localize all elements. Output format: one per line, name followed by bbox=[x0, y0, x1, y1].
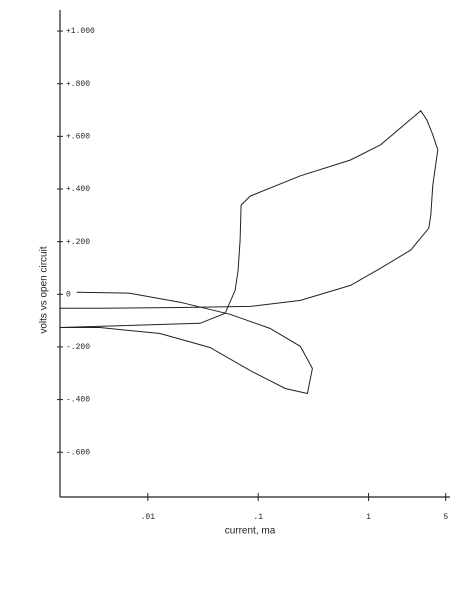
y-tick-label: +.600 bbox=[66, 132, 90, 141]
y-tick-label: -.400 bbox=[66, 396, 90, 405]
y-tick-label: -.200 bbox=[66, 343, 90, 352]
x-tick-label: .01 bbox=[141, 513, 156, 522]
y-tick-label: +.400 bbox=[66, 185, 90, 194]
y-axis-label: volts vs open circuit bbox=[39, 246, 50, 333]
x-tick-label: 5 bbox=[443, 513, 448, 522]
y-tick-label: +.200 bbox=[66, 238, 90, 247]
y-tick-label: +.800 bbox=[66, 80, 90, 89]
y-tick-label: -.600 bbox=[66, 448, 90, 457]
x-axis-label: current, ma bbox=[225, 526, 276, 537]
x-tick-label: .1 bbox=[253, 513, 263, 522]
curve bbox=[59, 110, 439, 395]
x-tick-label: 1 bbox=[366, 513, 371, 522]
y-tick-label: +1.000 bbox=[66, 27, 95, 36]
y-tick-label: 0 bbox=[66, 290, 71, 299]
